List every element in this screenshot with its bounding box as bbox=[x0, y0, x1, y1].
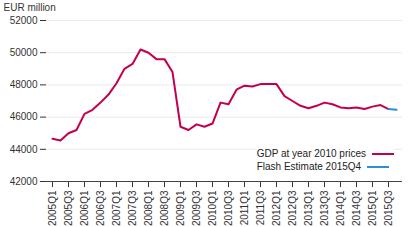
svg-text:44000: 44000 bbox=[10, 144, 38, 155]
svg-text:42000: 42000 bbox=[10, 176, 38, 187]
svg-text:2010Q1: 2010Q1 bbox=[207, 190, 218, 226]
svg-text:50000: 50000 bbox=[10, 47, 38, 58]
svg-text:2008Q1: 2008Q1 bbox=[143, 190, 154, 226]
svg-text:2015Q3: 2015Q3 bbox=[383, 190, 394, 226]
svg-text:2007Q1: 2007Q1 bbox=[111, 190, 122, 226]
svg-text:48000: 48000 bbox=[10, 79, 38, 90]
svg-text:2008Q3: 2008Q3 bbox=[159, 190, 170, 226]
svg-text:2006Q3: 2006Q3 bbox=[95, 190, 106, 226]
svg-text:2012Q3: 2012Q3 bbox=[287, 190, 298, 226]
svg-text:46000: 46000 bbox=[10, 111, 38, 122]
svg-text:2005Q3: 2005Q3 bbox=[63, 190, 74, 226]
svg-text:2009Q1: 2009Q1 bbox=[175, 190, 186, 226]
svg-text:2013Q1: 2013Q1 bbox=[303, 190, 314, 226]
svg-text:2014Q3: 2014Q3 bbox=[351, 190, 362, 226]
svg-text:52000: 52000 bbox=[10, 15, 38, 26]
html-text:Flash Estimate 2015Q4: Flash Estimate 2015Q4 bbox=[256, 161, 362, 172]
svg-text:2011Q3: 2011Q3 bbox=[255, 190, 266, 225]
svg-text:2013Q3: 2013Q3 bbox=[319, 190, 330, 226]
html-text:GDP at year 2010 prices: GDP at year 2010 prices bbox=[256, 148, 366, 159]
svg-text:2006Q1: 2006Q1 bbox=[79, 190, 90, 226]
svg-text:2015Q1: 2015Q1 bbox=[367, 190, 378, 226]
svg-text:2005Q1: 2005Q1 bbox=[47, 190, 58, 226]
svg-text:2014Q1: 2014Q1 bbox=[335, 190, 346, 226]
svg-text:2011Q1: 2011Q1 bbox=[239, 190, 250, 225]
svg-text:2009Q3: 2009Q3 bbox=[191, 190, 202, 226]
svg-text:2012Q1: 2012Q1 bbox=[271, 190, 282, 226]
svg-text:EUR million: EUR million bbox=[4, 2, 56, 13]
svg-text:2010Q3: 2010Q3 bbox=[223, 190, 234, 226]
svg-text:2007Q3: 2007Q3 bbox=[127, 190, 138, 226]
